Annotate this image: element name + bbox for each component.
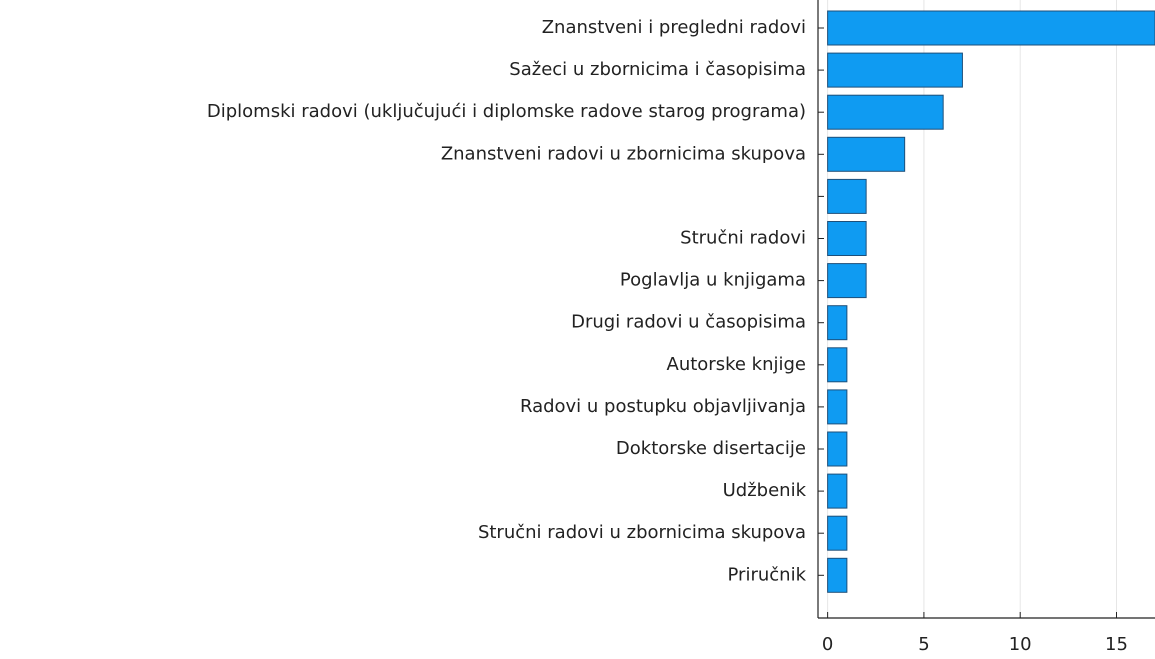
- bar: [827, 389, 848, 425]
- bar: [827, 94, 944, 130]
- x-tick-label: 10: [1009, 634, 1032, 655]
- y-tick-label: Znanstveni radovi u zbornicima skupova: [441, 143, 806, 164]
- y-tick-label: Znanstveni i pregledni radovi: [542, 17, 806, 38]
- bar: [827, 347, 848, 383]
- y-tick-label: Sažeci u zbornicima i časopisima: [509, 59, 806, 80]
- y-tick-label: Diplomski radovi (uključujući i diplomsk…: [207, 101, 806, 122]
- bar: [827, 136, 906, 172]
- bar: [827, 178, 867, 214]
- bar: [827, 52, 963, 88]
- bar: [827, 557, 848, 593]
- bar: [827, 263, 867, 299]
- y-tick-label: Priručnik: [728, 564, 807, 585]
- y-tick-label: Poglavlja u knjigama: [620, 270, 806, 291]
- bar: [827, 515, 848, 551]
- bar: [827, 473, 848, 509]
- y-tick-label: Udžbenik: [723, 480, 807, 501]
- bar: [827, 431, 848, 467]
- y-tick-label: Stručni radovi: [680, 228, 806, 249]
- bar: [827, 10, 1155, 46]
- y-tick-label: Stručni radovi u zbornicima skupova: [478, 522, 806, 543]
- x-tick-label: 5: [918, 634, 929, 655]
- bar: [827, 221, 867, 256]
- bar: [827, 305, 848, 341]
- y-tick-label: Autorske knjige: [667, 354, 806, 375]
- y-tick-label: Radovi u postupku objavljivanja: [520, 396, 806, 417]
- x-tick-label: 15: [1105, 634, 1128, 655]
- x-tick-label: 0: [822, 634, 833, 655]
- y-tick-label: Drugi radovi u časopisima: [571, 312, 806, 333]
- y-tick-label: Doktorske disertacije: [616, 438, 806, 459]
